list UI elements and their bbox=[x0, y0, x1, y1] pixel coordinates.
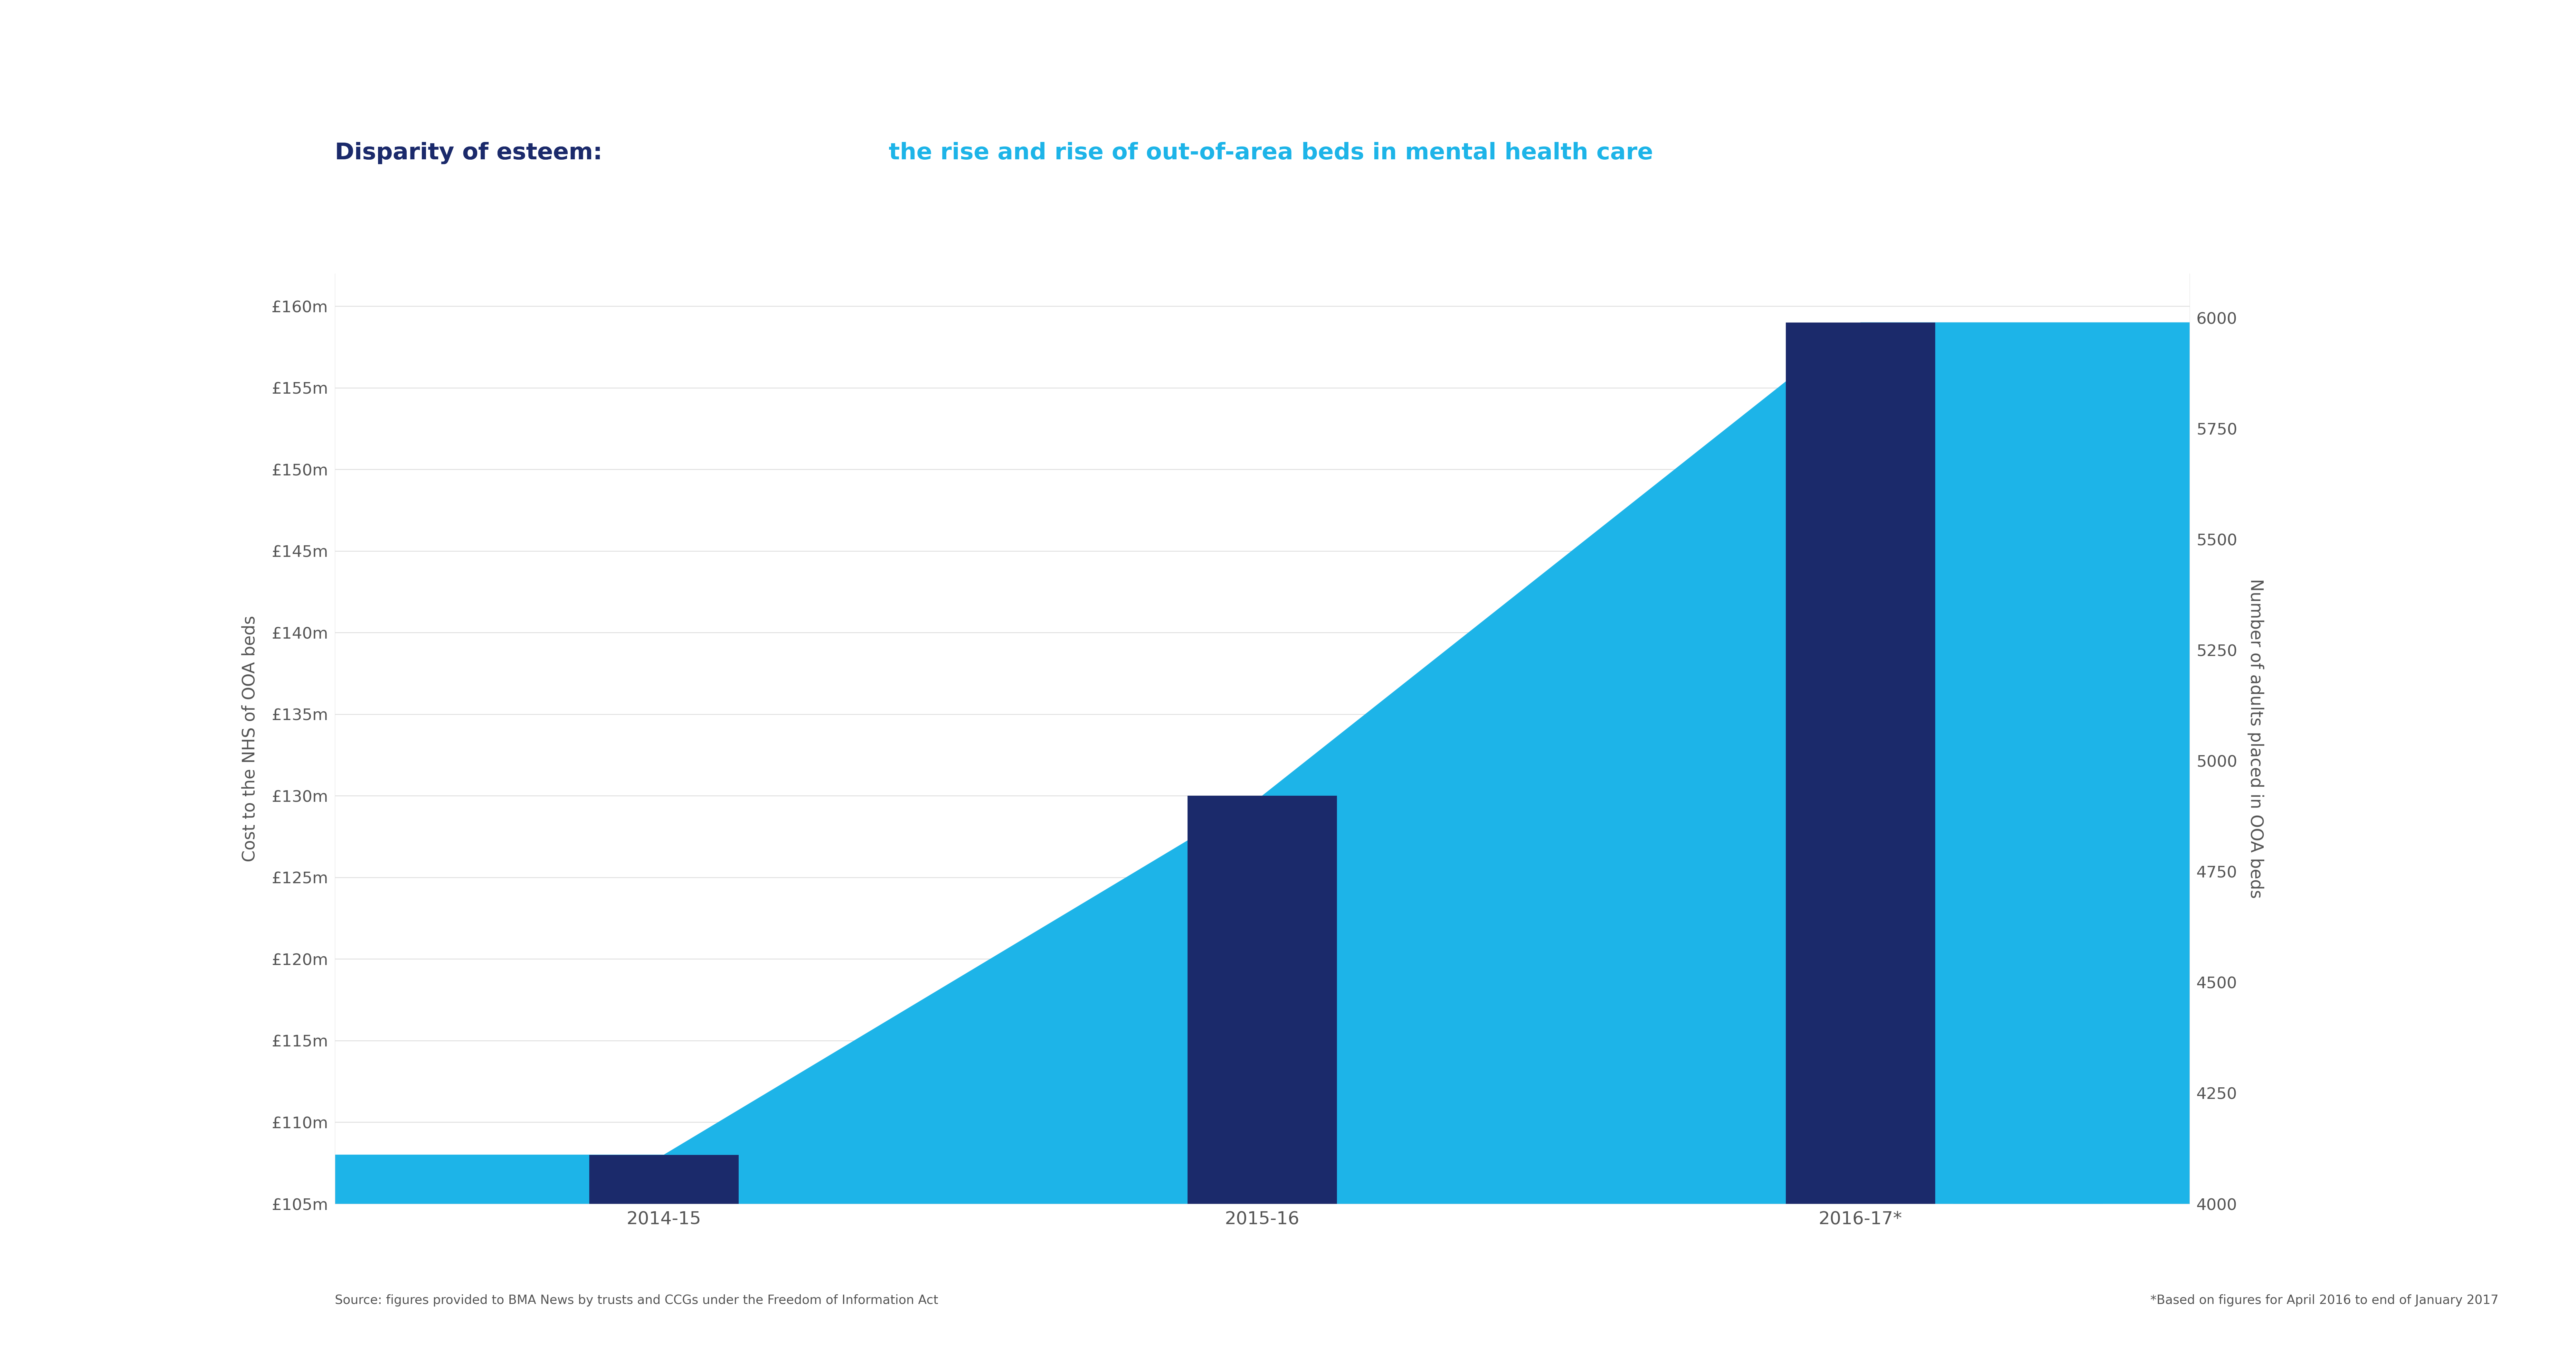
Text: the rise and rise of out-of-area beds in mental health care: the rise and rise of out-of-area beds in… bbox=[889, 142, 1654, 164]
Bar bbox=[1188, 796, 1337, 1204]
Y-axis label: Cost to the NHS of OOA beds: Cost to the NHS of OOA beds bbox=[242, 616, 258, 862]
Text: Disparity of esteem:: Disparity of esteem: bbox=[335, 142, 611, 164]
Bar bbox=[1785, 323, 1935, 1204]
Text: Disparity of esteem:: Disparity of esteem: bbox=[335, 142, 611, 164]
Bar bbox=[1953, 451, 2102, 1204]
Y-axis label: Number of adults placed in OOA beds: Number of adults placed in OOA beds bbox=[2246, 579, 2264, 899]
Polygon shape bbox=[335, 323, 2190, 1204]
Bar bbox=[590, 1155, 739, 1204]
Text: Source: figures provided to BMA News by trusts and CCGs under the Freedom of Inf: Source: figures provided to BMA News by … bbox=[335, 1294, 938, 1306]
Text: *Based on figures for April 2016 to end of January 2017: *Based on figures for April 2016 to end … bbox=[2151, 1294, 2499, 1306]
